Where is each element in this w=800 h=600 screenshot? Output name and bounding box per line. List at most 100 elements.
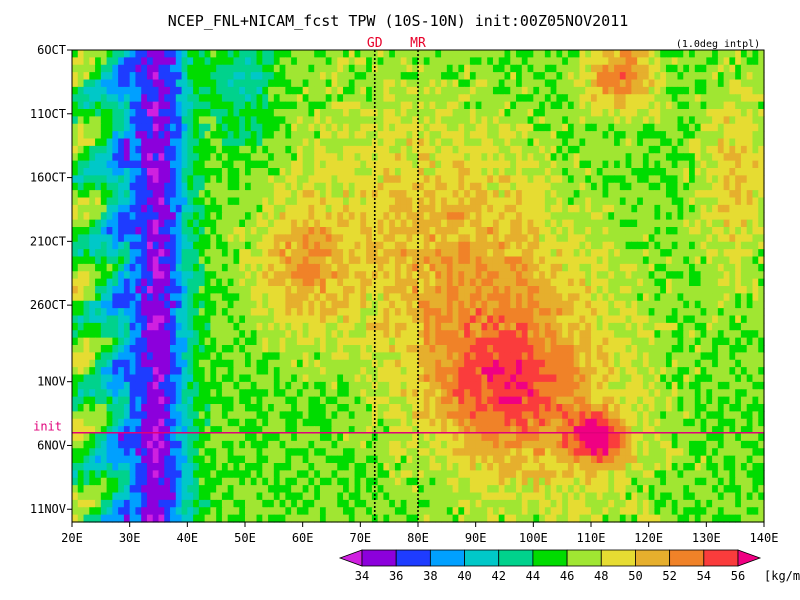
- tpw-cell: [360, 64, 367, 73]
- tpw-cell: [262, 219, 269, 228]
- tpw-cell: [700, 300, 707, 309]
- tpw-cell: [175, 101, 183, 110]
- tpw-cell: [314, 153, 321, 162]
- tpw-cell: [216, 190, 223, 199]
- tpw-cell: [279, 263, 286, 272]
- tpw-cell: [268, 160, 275, 169]
- tpw-cell: [567, 286, 575, 294]
- tpw-cell: [642, 153, 650, 162]
- tpw-cell: [239, 212, 246, 221]
- tpw-cell: [625, 101, 632, 110]
- tpw-cell: [123, 278, 131, 287]
- tpw-cell: [562, 101, 569, 110]
- tpw-cell: [129, 131, 137, 140]
- tpw-cell: [510, 330, 517, 339]
- tpw-cell: [423, 227, 431, 235]
- tpw-cell: [193, 263, 200, 272]
- tpw-cell: [441, 145, 448, 154]
- tpw-cell: [550, 300, 557, 309]
- tpw-cell: [302, 345, 310, 353]
- tpw-cell: [170, 212, 177, 221]
- tpw-cell: [319, 86, 327, 95]
- tpw-cell: [123, 168, 131, 176]
- tpw-cell: [337, 263, 344, 272]
- tpw-cell: [256, 145, 263, 154]
- tpw-cell: [740, 86, 748, 95]
- tpw-cell: [740, 109, 748, 117]
- tpw-cell: [464, 153, 471, 162]
- tpw-cell: [233, 101, 240, 110]
- tpw-cell: [302, 79, 310, 88]
- tpw-cell: [637, 153, 644, 162]
- tpw-cell: [619, 219, 627, 228]
- tpw-cell: [498, 219, 506, 228]
- tpw-cell: [562, 123, 569, 132]
- tpw-cell: [642, 197, 650, 206]
- tpw-cell: [360, 190, 367, 199]
- tpw-cell: [562, 315, 569, 324]
- tpw-cell: [539, 109, 546, 117]
- tpw-cell: [758, 153, 765, 162]
- tpw-cell: [579, 50, 586, 58]
- tpw-cell: [95, 79, 102, 88]
- tpw-cell: [112, 175, 119, 184]
- tpw-cell: [735, 322, 742, 331]
- tpw-cell: [279, 182, 286, 191]
- tpw-cell: [487, 322, 494, 331]
- tpw-cell: [544, 175, 552, 184]
- tpw-cell: [279, 227, 286, 235]
- tpw-cell: [469, 293, 477, 302]
- tpw-cell: [683, 293, 690, 302]
- tpw-cell: [504, 256, 511, 265]
- tpw-cell: [579, 182, 586, 191]
- tpw-cell: [394, 286, 402, 294]
- tpw-cell: [625, 286, 632, 294]
- tpw-cell: [527, 168, 534, 176]
- tpw-cell: [492, 182, 500, 191]
- tpw-cell: [585, 322, 592, 331]
- tpw-cell: [521, 138, 529, 147]
- tpw-cell: [348, 315, 356, 324]
- tpw-cell: [550, 278, 557, 287]
- tpw-cell: [487, 57, 494, 66]
- tpw-cell: [279, 86, 286, 95]
- tpw-cell: [193, 249, 200, 258]
- tpw-cell: [423, 204, 431, 213]
- tpw-cell: [360, 352, 367, 361]
- tpw-cell: [429, 79, 436, 88]
- tpw-cell: [181, 79, 188, 88]
- tpw-cell: [516, 72, 523, 81]
- tpw-cell: [118, 337, 125, 346]
- tpw-cell: [412, 50, 419, 58]
- tpw-cell: [319, 168, 327, 176]
- tpw-cell: [689, 101, 696, 110]
- tpw-cell: [210, 278, 217, 287]
- tpw-cell: [550, 322, 557, 331]
- tpw-cell: [625, 160, 632, 169]
- tpw-cell: [302, 50, 310, 58]
- tpw-cell: [406, 94, 413, 103]
- tpw-cell: [458, 337, 465, 346]
- tpw-cell: [72, 249, 79, 258]
- tpw-cell: [95, 234, 102, 243]
- tpw-cell: [406, 345, 413, 353]
- tpw-cell: [371, 153, 379, 162]
- tpw-cell: [591, 286, 598, 294]
- tpw-cell: [273, 123, 281, 132]
- tpw-cell: [602, 234, 609, 243]
- tpw-cell: [83, 300, 90, 309]
- tpw-cell: [585, 131, 592, 140]
- tpw-cell: [712, 123, 719, 132]
- tpw-cell: [181, 219, 188, 228]
- tpw-cell: [262, 72, 269, 81]
- tpw-cell: [418, 145, 425, 154]
- tpw-cell: [516, 271, 523, 280]
- tpw-cell: [100, 101, 108, 110]
- tpw-cell: [619, 197, 627, 206]
- tpw-cell: [221, 138, 229, 147]
- tpw-cell: [285, 175, 292, 184]
- tpw-cell: [562, 64, 569, 73]
- tpw-cell: [296, 234, 304, 243]
- tpw-cell: [441, 352, 448, 361]
- tpw-cell: [487, 293, 494, 302]
